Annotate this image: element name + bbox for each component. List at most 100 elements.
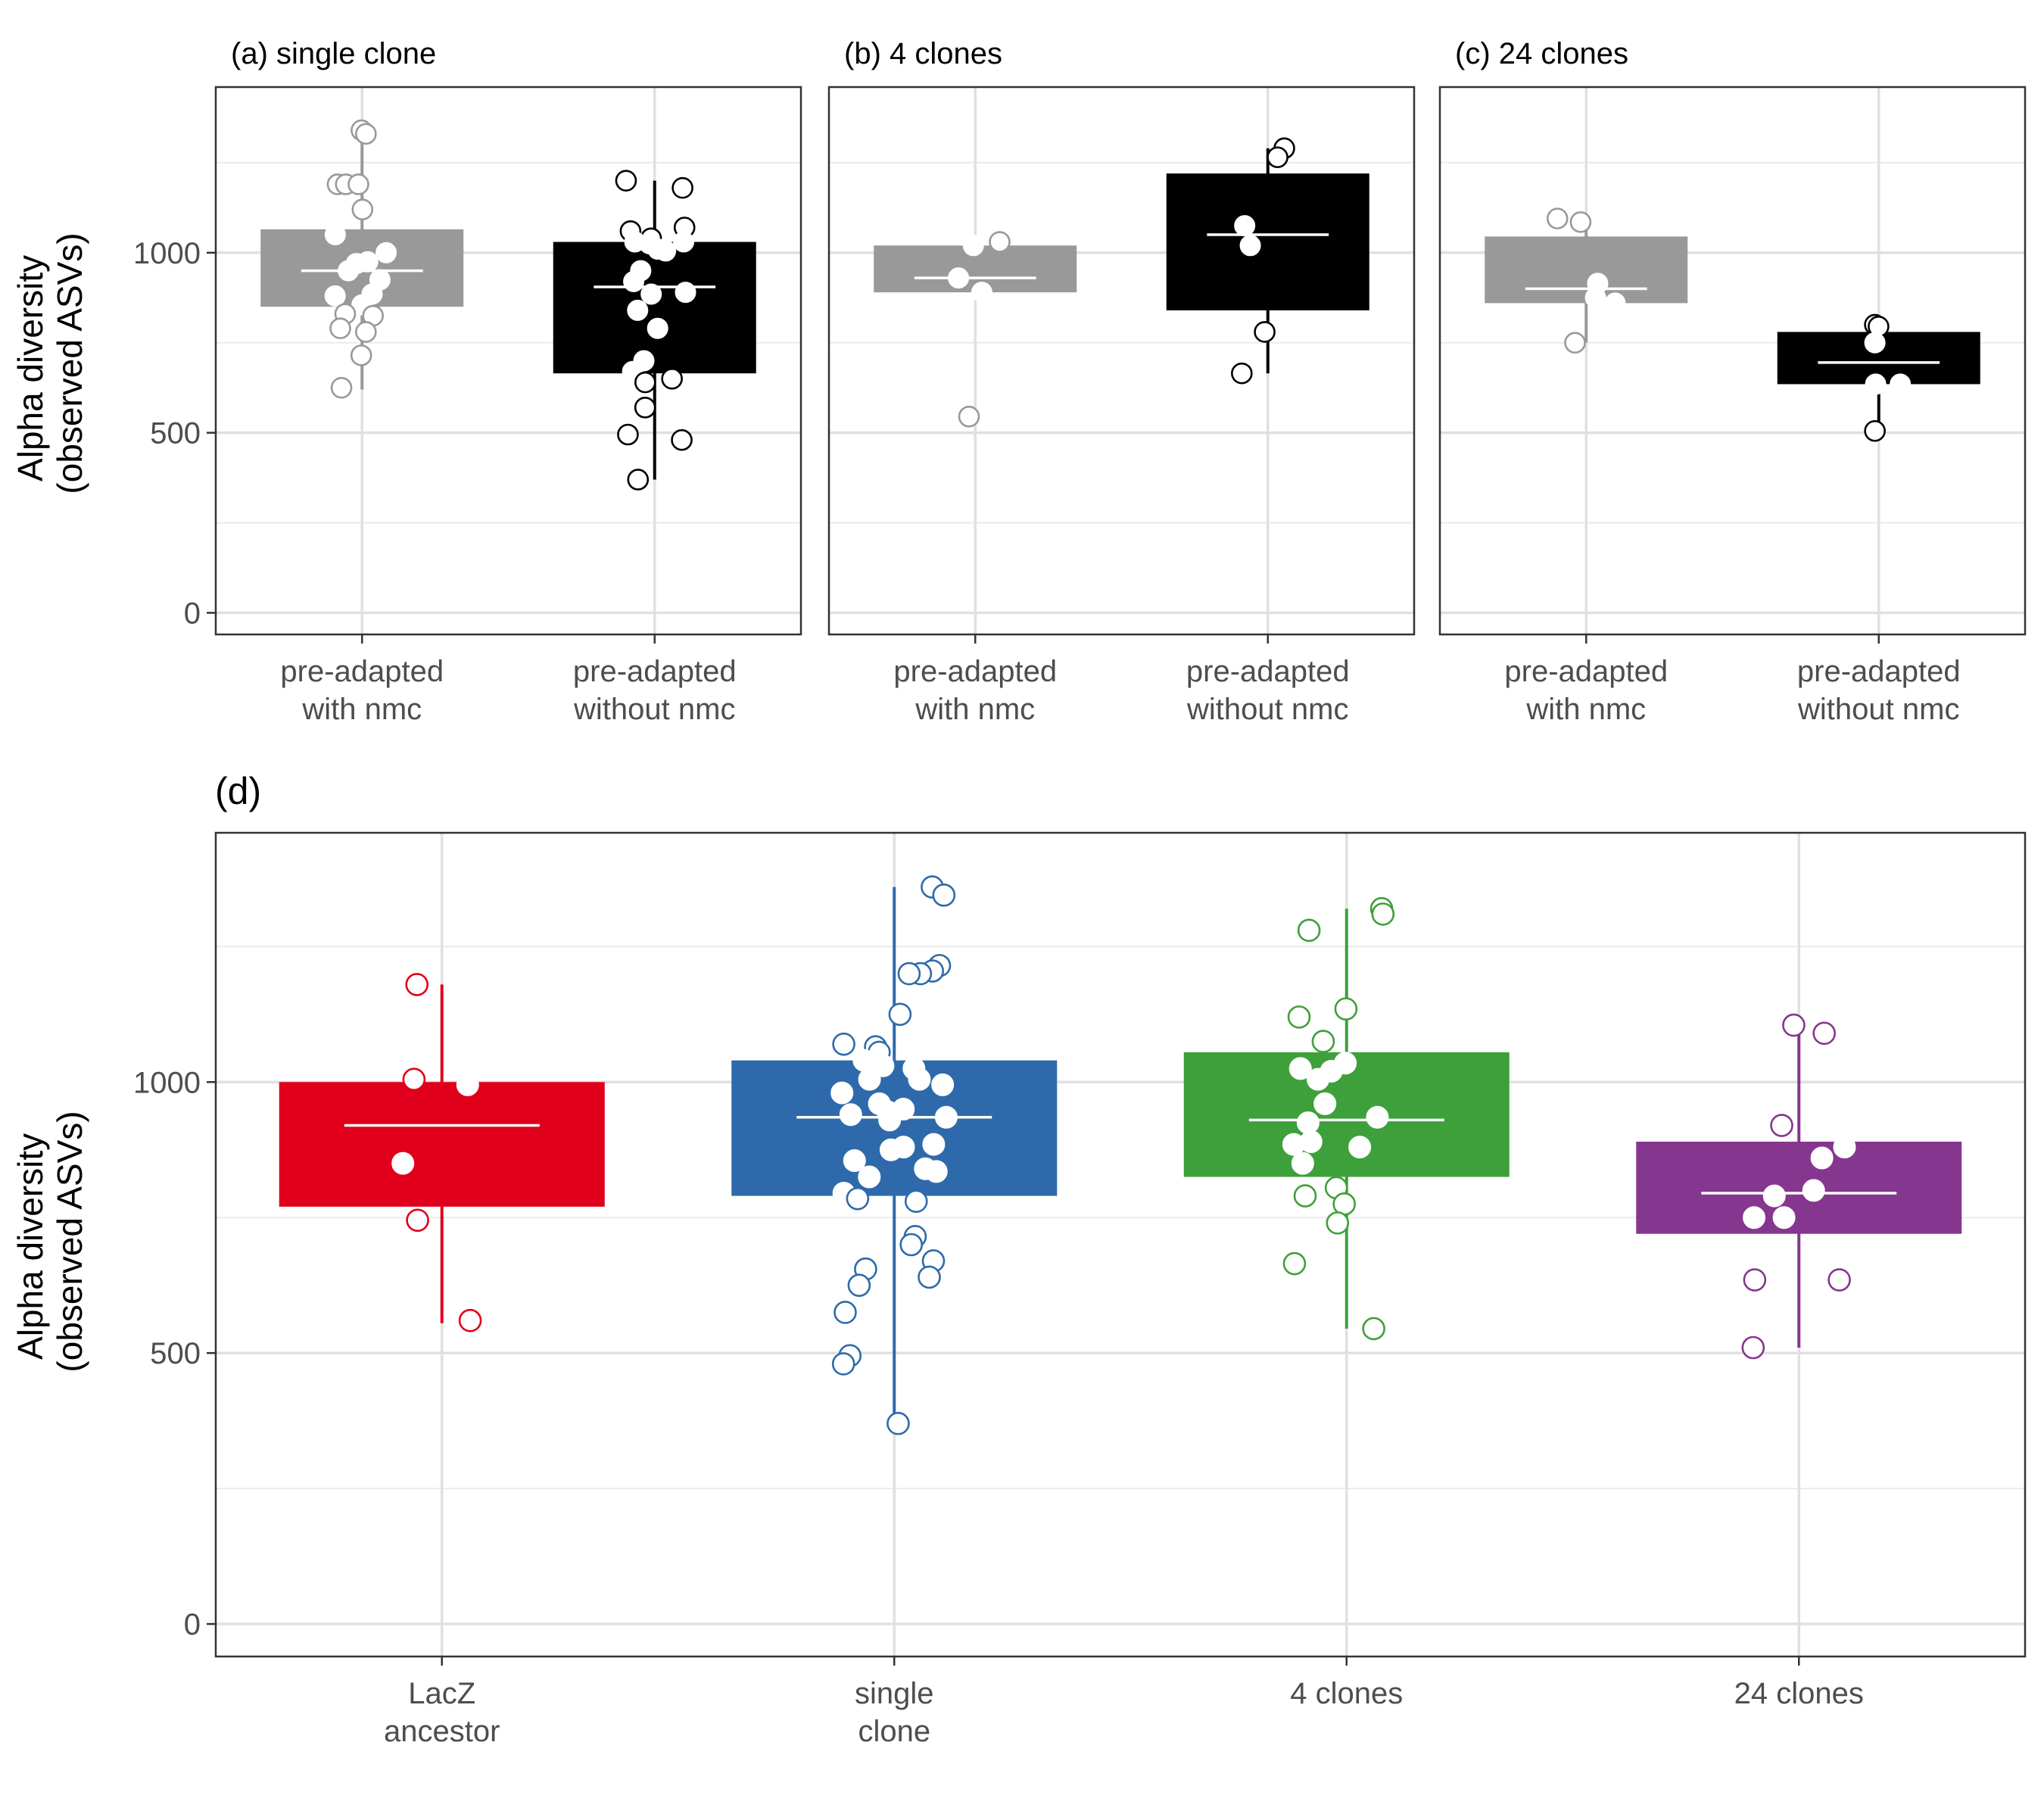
- panel-d-title: (d): [215, 770, 261, 812]
- data-point: [1334, 997, 1358, 1021]
- data-point: [1293, 1184, 1317, 1208]
- y-axis-label-line-1: Alpha diversity: [11, 255, 50, 482]
- data-point: [962, 235, 984, 257]
- x-tick-label-line: pre-adapted: [1504, 655, 1668, 688]
- data-point: [879, 1138, 902, 1161]
- x-tick-label: pre-adapted without nmc: [573, 655, 737, 726]
- box: [279, 1082, 605, 1207]
- data-point: [1770, 1114, 1793, 1137]
- data-point: [897, 961, 921, 986]
- data-point: [847, 1273, 871, 1297]
- x-tick-label-line: with nmc: [1525, 693, 1646, 726]
- box: [1485, 236, 1688, 304]
- data-point: [634, 397, 656, 419]
- y-tick-label: 1000: [133, 1066, 201, 1099]
- panel-a-title: (a) single clone: [231, 37, 436, 70]
- data-point: [350, 344, 372, 366]
- y-tick-label: 0: [184, 597, 201, 630]
- data-point: [1865, 373, 1887, 395]
- data-point: [888, 1002, 912, 1027]
- x-tick-label: pre-adapted with nmc: [1504, 655, 1668, 726]
- data-point: [924, 1160, 948, 1183]
- data-point: [634, 371, 656, 394]
- panel-c-title: (c) 24 clones: [1455, 37, 1628, 70]
- data-point: [1802, 1179, 1825, 1202]
- data-point: [1362, 1317, 1385, 1341]
- panel-border: [214, 86, 802, 636]
- x-tick-label-line: pre-adapted: [573, 655, 737, 688]
- x-tick-label: pre-adapted with nmc: [893, 655, 1057, 726]
- data-point: [617, 423, 639, 446]
- panel-border: [1438, 86, 2027, 636]
- x-tick-label: LacZ ancestor: [384, 1677, 500, 1748]
- panel-b-title: (b) 4 clones: [844, 37, 1002, 70]
- data-point: [1371, 902, 1395, 926]
- data-point: [833, 1301, 857, 1324]
- box: [1636, 1142, 1962, 1234]
- x-tick-label-line: without nmc: [1797, 693, 1959, 726]
- data-point: [355, 321, 377, 343]
- box: [1166, 173, 1369, 310]
- data-point: [1864, 332, 1886, 354]
- x-tick-label-line: pre-adapted: [893, 655, 1057, 688]
- data-point: [640, 283, 662, 305]
- data-point: [832, 1032, 855, 1056]
- data-point: [1827, 1268, 1851, 1292]
- data-point: [843, 1149, 866, 1173]
- x-tick-label: 24 clones: [1734, 1677, 1864, 1710]
- data-point: [858, 1067, 881, 1091]
- data-point: [948, 267, 970, 289]
- data-point: [1282, 1133, 1305, 1156]
- x-tick-label-line: pre-adapted: [1797, 655, 1961, 688]
- data-point: [458, 1308, 482, 1332]
- data-point: [675, 282, 696, 304]
- x-tick-label: pre-adapted with nmc: [280, 655, 444, 726]
- data-point: [1297, 918, 1321, 943]
- x-tick-label: pre-adapted without nmc: [1797, 655, 1961, 726]
- data-point: [1231, 362, 1253, 385]
- y-axis-label-line-2: (observed ASVs): [50, 232, 89, 494]
- data-point: [324, 285, 346, 307]
- data-point: [1366, 1105, 1389, 1129]
- x-tick-label-line: without nmc: [1186, 693, 1348, 726]
- data-point: [330, 376, 353, 399]
- data-point: [375, 242, 397, 263]
- data-point: [405, 973, 429, 996]
- data-point: [1743, 1206, 1766, 1230]
- data-point: [623, 270, 645, 292]
- data-point: [1741, 1335, 1765, 1360]
- data-point: [1267, 146, 1288, 169]
- data-point: [1287, 1005, 1311, 1029]
- data-point: [456, 1073, 479, 1096]
- data-point: [329, 317, 351, 339]
- data-point: [347, 173, 369, 195]
- data-point: [1326, 1211, 1350, 1235]
- x-tick-label: single clone: [855, 1677, 934, 1748]
- y-tick-label: 500: [150, 1337, 201, 1370]
- data-point: [858, 1165, 881, 1189]
- data-point: [1234, 215, 1256, 237]
- x-tick-label-line: with nmc: [301, 693, 422, 726]
- data-point: [934, 1105, 958, 1129]
- data-point: [1313, 1092, 1337, 1115]
- data-point: [958, 405, 980, 428]
- x-tick-label: pre-adapted without nmc: [1186, 655, 1350, 726]
- data-point: [1288, 1057, 1312, 1080]
- data-point: [1604, 292, 1626, 314]
- data-point: [1306, 1067, 1329, 1091]
- data-point: [1311, 1030, 1335, 1053]
- y-axis-label-top: Alpha diversity (observed ASVs): [11, 232, 89, 494]
- data-point: [1833, 1136, 1856, 1159]
- data-point: [1782, 1013, 1806, 1037]
- data-point: [878, 1108, 902, 1132]
- panel-b: pre-adapted with nmc pre-adapted without nm…: [827, 86, 1416, 726]
- data-point: [615, 170, 637, 192]
- data-point: [627, 469, 650, 491]
- data-point: [831, 1352, 855, 1376]
- data-point: [1743, 1268, 1767, 1292]
- y-tick-label: 500: [150, 417, 201, 450]
- panel-border: [214, 831, 2027, 1658]
- data-point: [1291, 1152, 1314, 1175]
- data-point: [971, 282, 992, 304]
- x-tick-label-line: 4 clones: [1290, 1677, 1403, 1710]
